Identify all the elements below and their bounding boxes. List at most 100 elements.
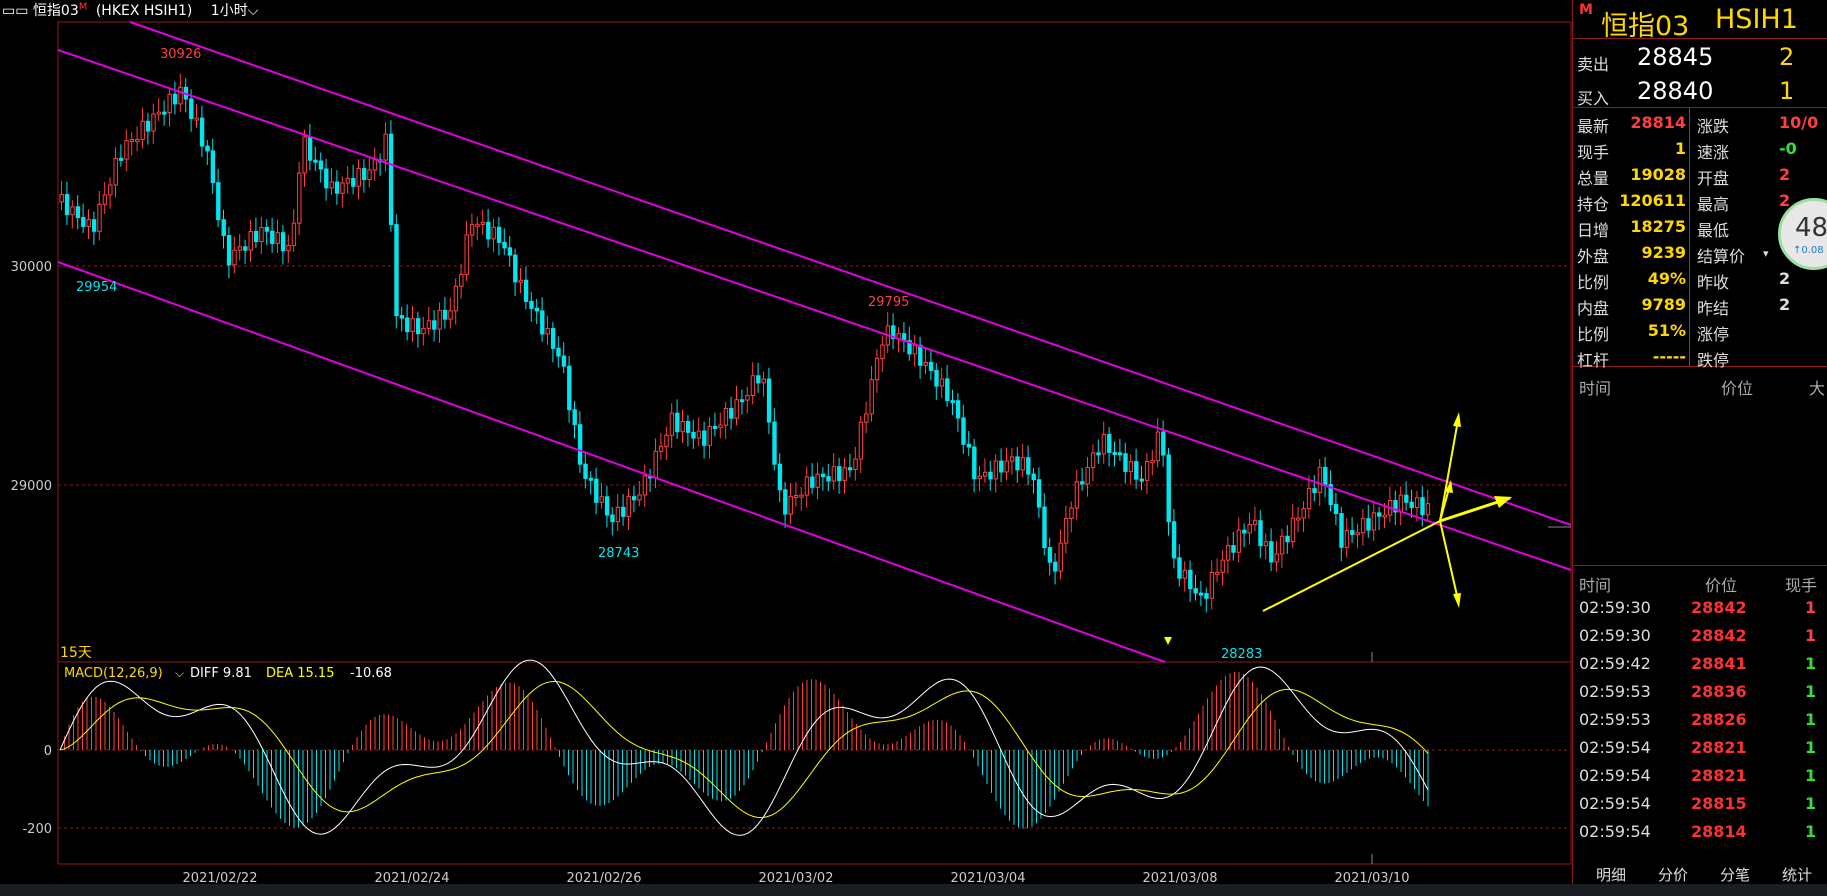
trade-row[interactable]: 02:59:42 28841 1: [1573, 650, 1827, 678]
stat-row: 杠杆 ----- 跌停: [1573, 343, 1827, 370]
x-label: 2021/03/04: [951, 871, 1026, 886]
stat-v1: 120611: [1619, 191, 1686, 210]
trade-price: 28842: [1691, 598, 1747, 617]
macd-chevron-icon[interactable]: ⌵: [175, 666, 184, 680]
quote-panel: M 恒指03 HSIH1 卖出 28845 2 买入 28840 1 最新 288…: [1572, 0, 1827, 896]
chart-title-bar[interactable]: ▭▭ 恒指03M (HKEX HSIH1) 1小时⌵: [2, 0, 258, 20]
candle: [97, 203, 102, 232]
chevron-down-icon[interactable]: ⌵: [247, 3, 259, 19]
hdr1-vol: 大: [1809, 379, 1826, 398]
candle: [286, 244, 291, 252]
hdr1-price: 价位: [1721, 379, 1754, 398]
candle: [361, 168, 367, 180]
candle: [1242, 529, 1247, 534]
stat-row: 持仓 120611 最高 2: [1573, 187, 1827, 214]
trade-row[interactable]: 02:59:30 28842 1: [1573, 622, 1827, 650]
bid-row[interactable]: 买入 28840 1: [1573, 73, 1827, 108]
candle: [702, 430, 707, 446]
tab-stats[interactable]: 统计: [1782, 866, 1813, 884]
stat-v1: 19028: [1630, 165, 1686, 184]
candle: [756, 375, 761, 384]
candle: [988, 471, 993, 480]
trade-list[interactable]: 02:59:30 28842 1 02:59:30 28842 1 02:59:42 2884…: [1573, 594, 1827, 846]
candle: [167, 93, 172, 114]
candle: [237, 246, 243, 251]
stat-l1: 总量: [1577, 169, 1610, 188]
candle: [534, 307, 540, 312]
candle: [658, 446, 664, 452]
candle: [626, 496, 631, 517]
candle: [86, 219, 91, 227]
settle-dropdown-icon[interactable]: ▾: [1763, 247, 1769, 260]
candle: [685, 420, 691, 433]
ask-row[interactable]: 卖出 28845 2: [1573, 39, 1827, 74]
candle: [1155, 431, 1161, 462]
candle: [491, 226, 496, 240]
candle: [1393, 500, 1398, 513]
window-icon[interactable]: ▭▭: [2, 3, 29, 19]
candle: [405, 317, 410, 333]
tab-detail[interactable]: 明细: [1596, 866, 1627, 884]
candle: [766, 378, 772, 423]
price-chart[interactable]: 30000 29000 0 -200 30926 29954 29795 287…: [0, 0, 1572, 896]
trend-support-line: [1262, 520, 1441, 612]
trade-row[interactable]: 02:59:30 28842 1: [1573, 594, 1827, 622]
candle: [1139, 478, 1144, 482]
candle: [874, 358, 880, 381]
macd-label[interactable]: MACD(12,26,9): [64, 666, 163, 681]
candle: [226, 235, 232, 266]
trade-row[interactable]: 02:59:53 28826 1: [1573, 706, 1827, 734]
quote-code: HSIH1: [1715, 4, 1798, 35]
candle: [469, 224, 475, 236]
detail-tabs: 明细 分价 分笔 统计: [1572, 864, 1827, 884]
channel-middle-line: [57, 49, 1572, 571]
candle: [1128, 461, 1134, 472]
candle: [297, 172, 302, 224]
tab-tick[interactable]: 分笔: [1720, 866, 1751, 884]
candle: [523, 279, 529, 302]
candle: [718, 424, 723, 429]
candle: [507, 247, 513, 256]
candle: [1080, 481, 1085, 485]
quote-name: 恒指03: [1601, 11, 1690, 42]
trade-row[interactable]: 02:59:54 28821 1: [1573, 762, 1827, 790]
bid-label: 买入: [1577, 89, 1610, 108]
trade-row[interactable]: 02:59:54 28814 1: [1573, 818, 1827, 846]
candle: [631, 496, 637, 501]
candle: [156, 111, 162, 115]
candle: [334, 181, 340, 194]
candle: [783, 489, 788, 515]
candle: [1193, 588, 1198, 594]
stat-v1: 49%: [1647, 269, 1686, 288]
stat-l2: 涨停: [1697, 325, 1730, 344]
candle: [129, 139, 135, 143]
trade-price: 28821: [1691, 738, 1747, 757]
candle: [594, 478, 599, 503]
trade-row[interactable]: 02:59:54 28821 1: [1573, 734, 1827, 762]
candle: [1247, 524, 1252, 534]
candle: [734, 399, 739, 419]
candle: [432, 320, 437, 330]
candle: [280, 232, 286, 252]
candle: [1042, 506, 1047, 549]
candle: [1166, 454, 1171, 523]
tab-price-dist[interactable]: 分价: [1658, 866, 1689, 884]
candle: [691, 431, 696, 439]
candle: [259, 226, 264, 242]
candle: [145, 120, 151, 132]
trade-row[interactable]: 02:59:54 28815 1: [1573, 790, 1827, 818]
candle: [399, 315, 405, 319]
period-selector[interactable]: 1小时: [210, 3, 248, 19]
trade-price: 28814: [1691, 822, 1747, 841]
trade-row[interactable]: 02:59:53 28836 1: [1573, 678, 1827, 706]
candle: [680, 420, 685, 433]
candle: [221, 219, 226, 237]
candle: [950, 400, 955, 404]
candle: [545, 327, 550, 335]
candle: [588, 477, 594, 481]
candle: [945, 378, 950, 402]
candle: [243, 246, 248, 251]
candle: [1220, 559, 1225, 573]
ask-price: 28845: [1637, 43, 1714, 71]
ask-label: 卖出: [1577, 55, 1610, 74]
